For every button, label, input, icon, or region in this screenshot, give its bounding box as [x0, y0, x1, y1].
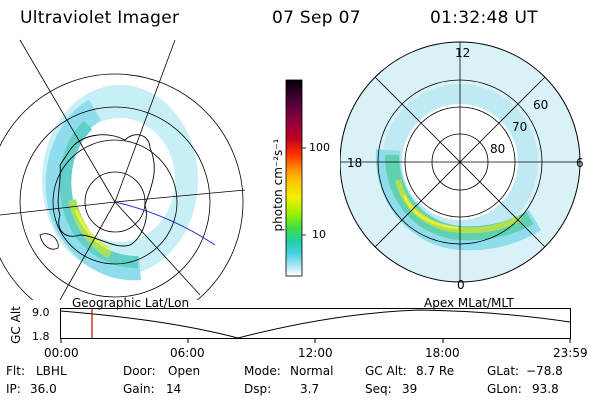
timeline-y-tick-top: 9.0	[32, 306, 50, 319]
meridian-line	[59, 201, 116, 300]
timeline-y-label: GC Alt	[9, 306, 23, 344]
seq-value: 39	[402, 382, 418, 396]
lat-label-80: 80	[490, 142, 506, 156]
glon-label: GLon:	[487, 382, 522, 396]
gcalt-label: GC Alt:	[365, 364, 407, 378]
dsp-label: Dsp:	[244, 382, 272, 396]
glat-label: GLat:	[487, 364, 520, 378]
date-label: 07 Sep 07	[272, 8, 361, 28]
lat-label-60: 60	[533, 98, 549, 112]
mlt-label-0: 0	[457, 278, 465, 292]
time-label: 01:32:48 UT	[430, 8, 538, 28]
meridian-line	[114, 39, 176, 203]
glat-value: −78.8	[526, 364, 563, 378]
timeline-x-tick-0600: 06:00	[170, 346, 205, 360]
ip-label: IP:	[6, 382, 21, 396]
lat-circle-70	[52, 139, 178, 265]
colorbar-tick-10: 10	[312, 228, 326, 241]
mode-label: Mode:	[244, 364, 281, 378]
altitude-curve	[60, 309, 571, 339]
door-value: Open	[168, 364, 201, 378]
terminator-line	[114, 201, 216, 246]
geographic-caption: Geographic Lat/Lon	[72, 296, 190, 310]
timeline-x-tick-1800: 18:00	[425, 346, 460, 360]
gain-label: Gain:	[123, 382, 155, 396]
timeline-y-tick-bottom: 1.8	[32, 330, 50, 343]
seq-label: Seq:	[365, 382, 392, 396]
coastline-island	[39, 233, 59, 250]
lat-label-70: 70	[512, 120, 528, 134]
mlt-diagonal	[374, 76, 546, 248]
apex-caption: Apex MLat/MLT	[424, 296, 514, 310]
glon-value: 93.8	[532, 382, 559, 396]
apex-polar-image	[340, 41, 581, 283]
door-label: Door:	[123, 364, 156, 378]
lat-circle-50	[0, 73, 244, 300]
colorbar-tick-100: 100	[309, 141, 330, 154]
gcalt-value: 8.7 Re	[416, 364, 455, 378]
mlt-label-6: 6	[576, 156, 584, 170]
colorbar-gradient	[285, 79, 303, 277]
lat-circle-60	[19, 106, 211, 298]
flt-value: LBHL	[36, 364, 67, 378]
dsp-value: 3.7	[300, 382, 320, 396]
meridian-line	[0, 201, 116, 216]
timeline-x-tick-2359: 23:59	[553, 346, 588, 360]
mlt-label-12: 12	[455, 46, 471, 60]
gain-value: 14	[166, 382, 182, 396]
app-title: Ultraviolet Imager	[20, 8, 180, 28]
coastline	[57, 134, 155, 247]
colorbar-unit-label: photon cm⁻²s⁻¹	[271, 138, 285, 232]
colorbar	[285, 79, 306, 277]
meridian-line	[114, 189, 246, 203]
aurora-band-mid	[59, 120, 139, 268]
timeline-plot	[60, 308, 571, 343]
timeline-x-tick-0000: 00:00	[44, 346, 79, 360]
lat-circle-80	[84, 171, 146, 233]
aurora-band-outer	[45, 99, 141, 281]
meridian-line	[114, 201, 201, 296]
geographic-polar-image	[0, 39, 246, 300]
mlt-label-18: 18	[347, 156, 363, 170]
ip-value: 36.0	[30, 382, 57, 396]
timeline-x-tick-1200: 12:00	[298, 346, 333, 360]
aurora-band-peak	[74, 209, 109, 250]
flt-label: Flt:	[6, 364, 25, 378]
mode-value: Normal	[290, 364, 334, 378]
aurora-band-peak	[402, 194, 459, 230]
meridian-line	[19, 39, 116, 203]
